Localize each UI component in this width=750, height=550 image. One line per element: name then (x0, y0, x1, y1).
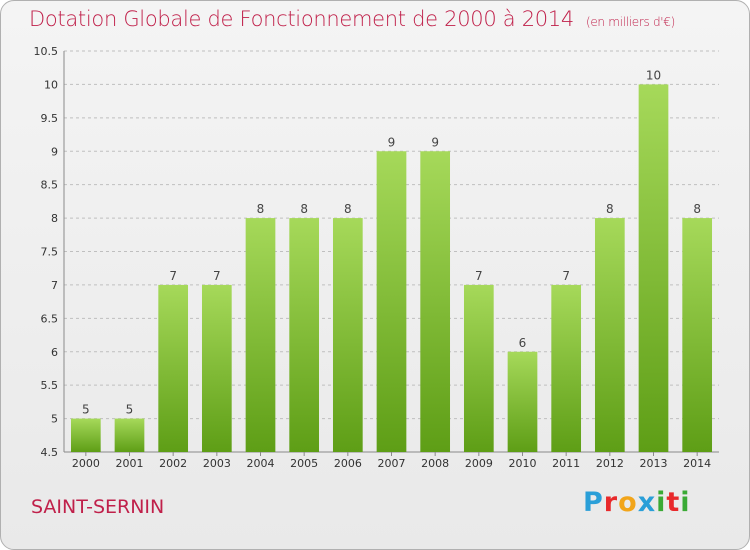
x-tick-label: 2011 (552, 457, 580, 470)
y-tick-label: 10 (44, 78, 58, 91)
y-tick-label: 6.5 (41, 312, 59, 325)
y-tick-label: 9.5 (41, 112, 59, 125)
data-label-2000: 5 (82, 403, 90, 417)
x-tick-label: 2002 (159, 457, 187, 470)
data-label-2007: 9 (388, 135, 396, 149)
bar-2003 (201, 284, 232, 452)
x-tick-label: 2010 (509, 457, 537, 470)
x-tick-label: 2013 (640, 457, 668, 470)
y-tick-label: 7.5 (41, 246, 59, 259)
y-tick-label: 5 (51, 413, 58, 426)
data-label-2002: 7 (169, 269, 177, 283)
data-label-2011: 7 (562, 269, 570, 283)
logo-letter: x (637, 487, 657, 518)
bar-2014 (682, 218, 713, 452)
data-label-2008: 9 (431, 135, 439, 149)
bar-2007 (376, 151, 407, 452)
x-tick-label: 2014 (683, 457, 711, 470)
x-tick-label: 2007 (378, 457, 406, 470)
logo-letter: t (666, 487, 681, 518)
y-tick-label: 6 (51, 346, 58, 359)
commune-name: SAINT-SERNIN (31, 496, 165, 518)
bar-2013 (638, 84, 669, 453)
x-tick-label: 2006 (334, 457, 362, 470)
x-tick-label: 2001 (116, 457, 144, 470)
y-tick-label: 9 (51, 145, 58, 158)
data-label-2013: 10 (646, 68, 661, 82)
chart-subtitle: (en milliers d'€) (585, 15, 675, 29)
data-label-2005: 8 (300, 202, 308, 216)
x-tick-label: 2008 (421, 457, 449, 470)
axes: 4.5 5 5.5 6 6.5 7 7.5 8 8.5 9 9.5 10 10.5 2000 2001 200… (34, 45, 719, 470)
bars (70, 84, 713, 453)
data-label-2004: 8 (257, 202, 265, 216)
logo-letter: r (603, 487, 619, 518)
data-label-2003: 7 (213, 269, 221, 283)
x-tick-label: 2003 (203, 457, 231, 470)
bar-2009 (463, 284, 494, 452)
bar-2008 (420, 151, 451, 452)
bar-2004 (245, 218, 276, 452)
y-tick-label: 8 (51, 212, 58, 225)
bar-2006 (332, 218, 363, 452)
bar-2002 (158, 284, 189, 452)
x-tick-label: 2004 (247, 457, 275, 470)
data-label-2010: 6 (519, 336, 527, 350)
bar-2005 (289, 218, 320, 452)
bar-2010 (507, 351, 538, 452)
data-label-2001: 5 (126, 403, 134, 417)
y-tick-label: 4.5 (41, 446, 59, 459)
y-tick-label: 7 (51, 279, 58, 292)
logo-letter: P (583, 487, 604, 518)
logo-letter: o (618, 487, 638, 518)
data-labels: 5 5 7 7 8 8 8 9 9 7 6 7 8 10 8 (82, 68, 701, 416)
bar-2011 (551, 284, 582, 452)
x-tick-label: 2012 (596, 457, 624, 470)
data-label-2009: 7 (475, 269, 483, 283)
x-tick-label: 2000 (72, 457, 100, 470)
proxiti-logo[interactable]: Proxiti (583, 487, 691, 518)
data-label-2006: 8 (344, 202, 352, 216)
chart-title: Dotation Globale de Fonctionnement de 20… (29, 7, 675, 31)
y-tick-label: 10.5 (34, 45, 59, 58)
bar-2001 (114, 418, 145, 452)
chart-title-text: Dotation Globale de Fonctionnement de 20… (29, 7, 574, 31)
logo-letter: i (656, 487, 667, 518)
y-tick-label: 5.5 (41, 379, 59, 392)
logo-letter: i (680, 487, 691, 518)
data-label-2014: 8 (693, 202, 701, 216)
bar-2000 (70, 418, 101, 452)
data-label-2012: 8 (606, 202, 614, 216)
x-tick-label: 2005 (290, 457, 318, 470)
y-tick-label: 8.5 (41, 179, 59, 192)
bar-2012 (594, 218, 625, 452)
x-tick-label: 2009 (465, 457, 493, 470)
